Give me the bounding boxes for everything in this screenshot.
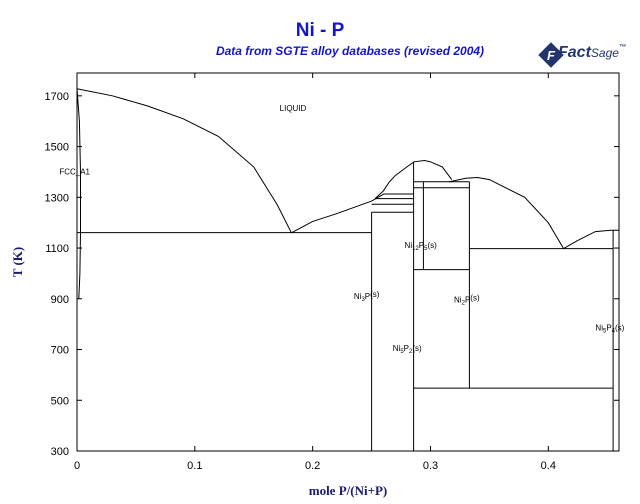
x-tick-label: 0.1	[187, 460, 202, 472]
phase-boundary-liquidus-5	[563, 229, 619, 250]
y-tick-label: 500	[51, 395, 69, 407]
phase-boundary-liquidus-4	[449, 176, 565, 249]
y-axis-label: T (K)	[10, 247, 25, 277]
phase-label: Ni12P5(s)	[405, 241, 438, 252]
phase-boundary-liquidus-1	[76, 88, 292, 234]
y-tick-label: 300	[51, 446, 69, 458]
phase-boundary-liquidus-3	[374, 159, 453, 199]
phase-boundary-fcc-solvus	[76, 88, 81, 299]
y-tick-label: 900	[51, 294, 69, 306]
x-tick-label: 0.2	[305, 460, 320, 472]
phase-label: Ni5P4(s)	[595, 323, 624, 334]
y-tick-label: 1700	[45, 91, 69, 103]
phase-label: Ni5P2(s)	[393, 344, 422, 355]
x-tick-label: 0.3	[423, 460, 438, 472]
phase-labels: LIQUID FCC_A1 Ni3P(s) Ni12P5(s) Ni5P2(s) Ni2P…	[59, 104, 624, 355]
factsage-logo: F FactSage™	[536, 38, 632, 72]
svg-text:F: F	[547, 48, 556, 63]
factsage-logo-text: FactSage™	[558, 44, 626, 61]
phase-label: LIQUID	[280, 104, 307, 113]
phase-label: Ni2P(s)	[454, 294, 480, 307]
y-tick-label: 1300	[45, 192, 69, 204]
y-tick-label: 700	[51, 345, 69, 357]
phase-boundary-liquidus-2	[291, 193, 385, 234]
y-tick-label: 1500	[45, 142, 69, 154]
chart-subtitle: Data from SGTE alloy databases (revised …	[215, 44, 485, 58]
factsage-logo-icon: F	[538, 42, 564, 68]
axis-ticks: 0 0.1 0.2 0.3 0.4 300 500 700 900 1100 1300 1500 170…	[45, 73, 619, 472]
plot-frame	[76, 72, 620, 452]
x-tick-label: 0	[74, 460, 80, 472]
phase-boundaries	[76, 88, 619, 451]
phase-label: FCC_A1	[59, 167, 90, 176]
x-tick-label: 0.4	[541, 460, 556, 472]
phase-label: Ni3P(s)	[354, 290, 380, 303]
y-tick-label: 1100	[45, 243, 69, 255]
chart-title: Ni - P	[295, 20, 345, 41]
x-axis-label: mole P/(Ni+P)	[309, 483, 388, 498]
